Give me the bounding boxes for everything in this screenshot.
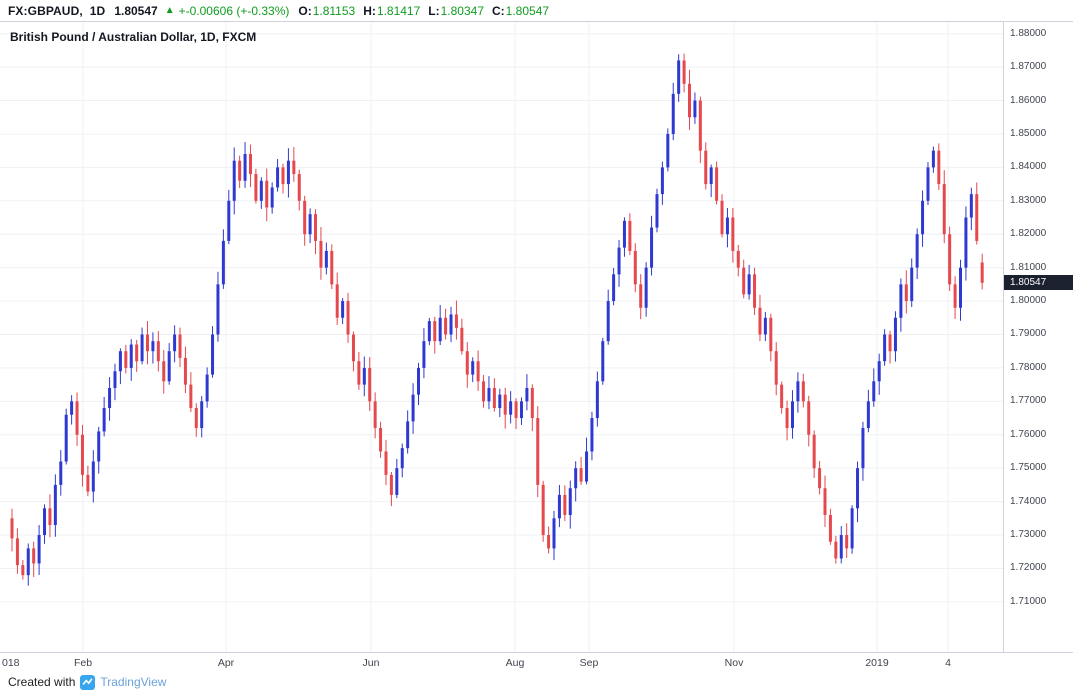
ohlc-label: O:	[298, 3, 312, 18]
price-axis-label: 1.79000	[1010, 328, 1047, 340]
chart-legend-title[interactable]: British Pound / Australian Dollar, 1D, F…	[10, 30, 257, 44]
ohlc-value: 1.80547	[505, 3, 550, 18]
time-axis-label: 018	[2, 657, 20, 669]
ohlc-label: H:	[363, 3, 376, 18]
ohlc-value: 1.81153	[312, 3, 356, 18]
interval-label[interactable]: 1D	[89, 3, 106, 18]
price-axis-label: 1.81000	[1010, 261, 1047, 273]
symbol-name[interactable]: FX:GBPAUD,	[8, 3, 83, 18]
chart-main-area: British Pound / Australian Dollar, 1D, F…	[0, 22, 1073, 652]
price-axis-label: 1.85000	[1010, 127, 1047, 139]
price-axis-label: 1.82000	[1010, 228, 1047, 240]
price-axis-label: 1.77000	[1010, 395, 1047, 407]
ohlc-item: O: 1.81153	[298, 4, 355, 18]
ohlc-item: C: 1.80547	[492, 4, 549, 18]
symbol-info-bar: FX:GBPAUD, 1D 1.80547 ▲ +-0.00606 (+-0.3…	[0, 0, 1073, 22]
chart-pane[interactable]: British Pound / Australian Dollar, 1D, F…	[0, 22, 1003, 652]
time-axis-label: 4	[945, 657, 951, 669]
price-axis-label: 1.71000	[1010, 595, 1047, 607]
price-axis-label: 1.76000	[1010, 428, 1047, 440]
ohlc-item: L: 1.80347	[428, 4, 484, 18]
price-axis-label: 1.72000	[1010, 562, 1047, 574]
ohlc-label: L:	[428, 3, 440, 18]
time-axis-label: Nov	[724, 657, 744, 669]
candlestick-chart[interactable]	[0, 22, 1003, 652]
ohlc-readout: O: 1.81153 H: 1.81417 L: 1.80347 C: 1.80547	[298, 4, 549, 18]
price-axis[interactable]: 1.80547 1.88000 1.87000 1.86000 1.85000 1.84…	[1003, 22, 1073, 652]
time-axis[interactable]: 018 Feb Apr Jun Aug Sep Nov 2019 4	[0, 652, 1073, 673]
price-axis-label: 1.84000	[1010, 161, 1047, 173]
price-axis-label: 1.87000	[1010, 61, 1047, 73]
price-axis-label: 1.75000	[1010, 462, 1047, 474]
ohlc-label: C:	[492, 3, 505, 18]
price-up-arrow-icon: ▲	[164, 5, 175, 16]
time-axis-label: Jun	[362, 657, 380, 669]
ohlc-item: H: 1.81417	[363, 4, 420, 18]
price-axis-label: 1.83000	[1010, 194, 1047, 206]
ohlc-value: 1.81417	[376, 3, 421, 18]
created-with-text: Created with	[8, 675, 76, 689]
tradingview-logo-icon[interactable]	[80, 674, 96, 690]
price-axis-label: 1.74000	[1010, 495, 1047, 507]
time-axis-label: Aug	[505, 657, 525, 669]
price-axis-label: 1.78000	[1010, 361, 1047, 373]
price-axis-label: 1.73000	[1010, 529, 1047, 541]
time-axis-label: Apr	[217, 657, 235, 669]
price-axis-label: 1.86000	[1010, 94, 1047, 106]
price-axis-label: 1.80000	[1010, 295, 1047, 307]
attribution-footer: Created with TradingView	[0, 673, 1073, 693]
last-price-value: 1.80547	[114, 3, 158, 18]
ohlc-value: 1.80347	[440, 3, 484, 18]
time-axis-label: 2019	[865, 657, 889, 669]
time-axis-label: Sep	[579, 657, 599, 669]
time-axis-label: Feb	[73, 657, 93, 669]
tradingview-brand-link[interactable]: TradingView	[100, 675, 167, 689]
price-change-text: +-0.00606 (+-0.33%)	[178, 3, 290, 18]
price-axis-label: 1.88000	[1010, 27, 1047, 39]
last-price-badge: 1.80547	[1004, 274, 1073, 290]
